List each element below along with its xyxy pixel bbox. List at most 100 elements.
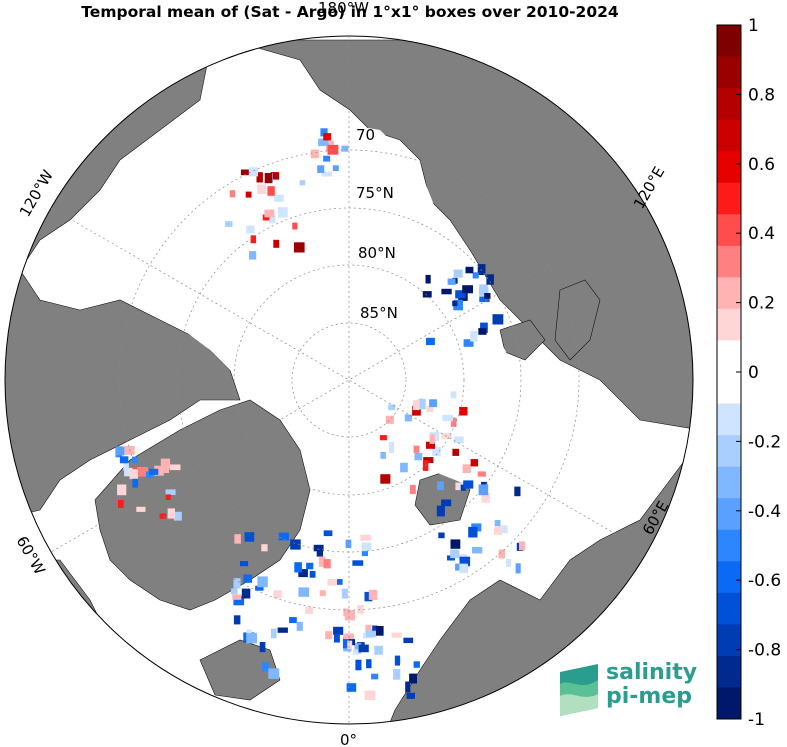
data-box (366, 659, 372, 669)
data-box (132, 478, 139, 488)
data-box (453, 269, 463, 278)
data-box (393, 669, 401, 680)
colorbar-tick-label: -1 (748, 710, 765, 730)
data-box (484, 293, 491, 299)
data-box (478, 328, 487, 335)
data-box (327, 579, 337, 586)
data-box (299, 180, 306, 186)
data-box (225, 221, 233, 227)
data-box (368, 589, 378, 600)
data-box (357, 605, 364, 614)
data-box (486, 274, 494, 285)
colorbar-swatch (717, 372, 741, 405)
colorbar-tick-label: 0.6 (748, 155, 775, 175)
colorbar-tick-label: 0.8 (748, 85, 775, 105)
logo-text-salinity: salinity (606, 660, 698, 685)
data-box (162, 465, 170, 473)
data-box (505, 558, 511, 567)
data-box (477, 471, 486, 477)
data-box (394, 655, 400, 666)
data-box (436, 505, 445, 517)
land-greenland (94, 399, 311, 611)
data-box (136, 506, 146, 512)
colorbar-swatch (717, 403, 741, 436)
data-box (459, 563, 468, 574)
data-box (345, 539, 352, 549)
data-box (346, 683, 357, 692)
data-box (405, 681, 411, 693)
data-box (459, 407, 468, 416)
data-box (262, 214, 270, 221)
colorbar-swatch (717, 466, 741, 499)
colorbar-tick-label: -0.6 (748, 571, 781, 591)
data-box (318, 556, 326, 567)
data-box (165, 489, 176, 495)
data-box (426, 337, 435, 346)
data-box (342, 637, 351, 649)
data-box (167, 508, 175, 519)
data-box (441, 499, 452, 507)
colorbar-swatch (717, 119, 741, 152)
data-box (452, 300, 458, 307)
data-box (376, 626, 384, 636)
data-box (129, 469, 138, 480)
colorbar-tick-label: -0.8 (748, 641, 781, 661)
data-box (245, 191, 252, 198)
data-box (233, 595, 245, 606)
data-box (246, 225, 255, 234)
data-box (333, 626, 344, 635)
polar-map: 180°W 120°W 120°E 60°W 60°E 0° 70 75°N 8… (4, 0, 694, 747)
data-box (450, 549, 460, 559)
data-box (358, 644, 369, 653)
colorbar-swatch (717, 151, 741, 184)
data-box (498, 525, 508, 534)
data-box (149, 468, 159, 475)
data-box (264, 209, 275, 218)
data-box (429, 434, 435, 444)
land-novaya-zemlya (554, 279, 601, 361)
data-box (296, 621, 303, 631)
colorbar-swatch (717, 88, 741, 121)
data-box (116, 446, 125, 456)
data-box (472, 272, 479, 279)
data-box (494, 520, 501, 527)
data-box (310, 149, 319, 159)
data-box (492, 314, 504, 325)
data-box (305, 606, 313, 614)
data-box (514, 486, 521, 497)
data-box (374, 645, 383, 655)
graticule (50, 36, 648, 724)
data-box (123, 462, 129, 471)
colorbar-tick-label: 1 (748, 16, 759, 36)
data-box (365, 624, 372, 635)
data-box (250, 235, 257, 244)
colorbar-swatch (717, 308, 741, 341)
lat-circle-80 (233, 264, 465, 496)
data-box (233, 615, 241, 625)
data-box (248, 167, 258, 177)
lat-label-85: 85°N (360, 304, 398, 322)
data-box (306, 562, 314, 570)
data-box (290, 539, 301, 550)
data-box (389, 442, 394, 453)
colorbar-swatch (717, 182, 741, 215)
data-box (413, 445, 420, 453)
data-box (124, 467, 134, 477)
data-box (409, 484, 416, 494)
lat-label-70: 70 (356, 126, 375, 144)
data-box (165, 494, 171, 500)
data-box (462, 464, 471, 473)
colorbar-tick-label: -0.2 (748, 432, 781, 452)
lon-label-180: 180°W (318, 0, 369, 17)
data-box (459, 556, 471, 567)
data-box (364, 690, 376, 700)
colorbar-swatches (717, 25, 741, 720)
data-box (323, 155, 331, 162)
sea-ice (110, 120, 540, 490)
data-box (404, 414, 412, 422)
data-box (277, 207, 288, 218)
data-box (478, 484, 489, 496)
data-box (352, 649, 359, 655)
data-box (257, 184, 267, 194)
data-box (452, 448, 460, 456)
